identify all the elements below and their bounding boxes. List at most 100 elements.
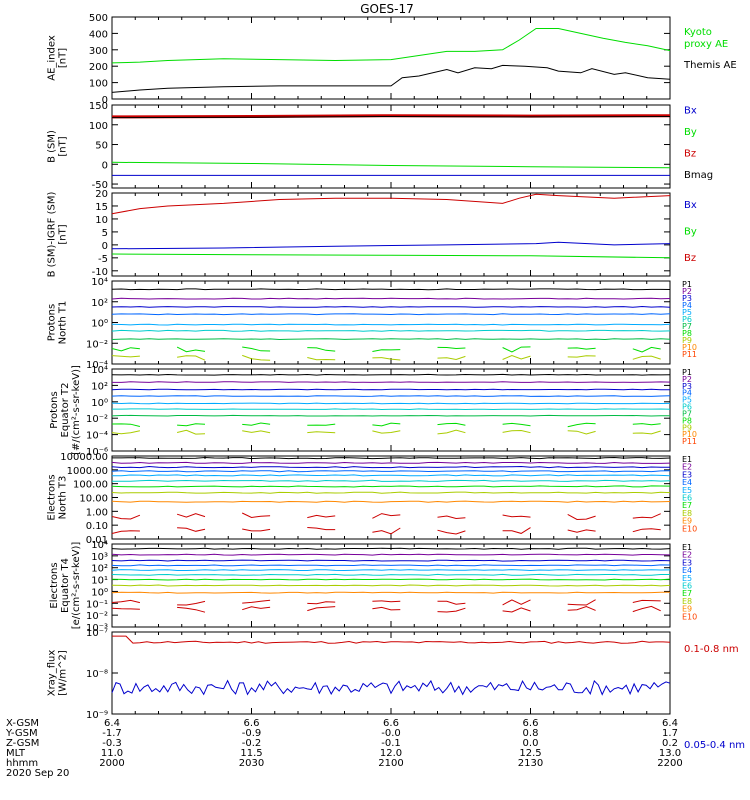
y-tick-label: 10⁻⁴ bbox=[86, 431, 108, 442]
series-line bbox=[567, 422, 596, 428]
legend-entry: Bz bbox=[684, 148, 696, 159]
x-axis-value: -0.2 bbox=[242, 738, 262, 749]
series-line bbox=[307, 347, 336, 352]
legend-entry: P4 bbox=[682, 389, 692, 398]
series-line bbox=[242, 606, 271, 611]
legend-entry: P1 bbox=[682, 368, 692, 377]
series-line bbox=[111, 553, 671, 556]
x-axis-value: 2000 bbox=[99, 758, 124, 769]
y-tick-label: -50 bbox=[92, 180, 108, 191]
series-line bbox=[111, 584, 671, 587]
series-line bbox=[372, 600, 401, 603]
series-line bbox=[111, 323, 671, 326]
y-tick-label: 10⁴ bbox=[91, 540, 108, 551]
y-tick-label: 5 bbox=[102, 228, 108, 239]
series-line bbox=[307, 423, 336, 426]
series-line bbox=[437, 422, 466, 426]
x-axis-value: -0.0 bbox=[381, 728, 401, 739]
series-line bbox=[112, 456, 671, 460]
y-tick-label: 10 bbox=[95, 215, 108, 226]
series-line bbox=[437, 607, 466, 613]
series-line bbox=[111, 193, 671, 215]
series-line bbox=[632, 423, 661, 426]
y-tick-label: 10⁻⁶ bbox=[86, 447, 108, 458]
legend-entry: E10 bbox=[682, 524, 697, 533]
y-axis-label: Equator T4 bbox=[60, 558, 71, 613]
legend-entry: P7 bbox=[682, 322, 692, 331]
series-line bbox=[111, 530, 140, 534]
x-axis-value: 12.5 bbox=[519, 748, 541, 759]
panel-p1: 10⁻⁴ 10⁻² 10⁰ 10² 10⁴ Protons North T1 P1P2P3P4… bbox=[47, 277, 698, 371]
series-line bbox=[567, 430, 596, 435]
series-line bbox=[111, 388, 671, 391]
legend-entry: E2 bbox=[682, 551, 692, 560]
series-line bbox=[111, 607, 140, 610]
series-line bbox=[111, 559, 671, 562]
panel-frame bbox=[111, 192, 671, 277]
series-line bbox=[502, 599, 531, 606]
series-line bbox=[307, 527, 336, 531]
series-line bbox=[437, 515, 466, 520]
legend-entry: Kyoto bbox=[684, 27, 712, 38]
legend-entry: E1 bbox=[682, 543, 692, 552]
legend-entry: E8 bbox=[682, 597, 692, 606]
series-line bbox=[177, 423, 206, 427]
legend-entry: P5 bbox=[682, 396, 692, 405]
legend-entry: E6 bbox=[682, 582, 692, 591]
series-line bbox=[111, 547, 671, 550]
series-line bbox=[111, 64, 671, 93]
y-tick-label: 10⁰ bbox=[91, 398, 108, 409]
y-tick-label: 1000.00 bbox=[67, 466, 108, 477]
panel-bdiff: -10 -5 0 5 10 15 20 B (SM)-IGRF (SM) [nT] Bx By Bz bbox=[47, 189, 697, 278]
series-line bbox=[111, 329, 671, 332]
legend-entry: P7 bbox=[682, 409, 692, 418]
series-line bbox=[502, 607, 531, 613]
x-axis-value: 11.0 bbox=[101, 748, 123, 759]
y-tick-label: 100 bbox=[89, 121, 108, 132]
legend-entry: P11 bbox=[682, 350, 697, 359]
series-line bbox=[111, 253, 671, 259]
y-tick-label: 10² bbox=[91, 564, 108, 575]
x-axis-value: 6.6 bbox=[383, 718, 399, 729]
y-tick-label: 300 bbox=[89, 46, 108, 57]
panel-b: -50 0 50 100 150 B (SM) [nT] Bx By Bz Bmag bbox=[47, 101, 714, 191]
series-line bbox=[176, 513, 206, 518]
legend-entry: E8 bbox=[682, 509, 692, 518]
y-tick-label: 10⁴ bbox=[91, 277, 108, 288]
legend-entry: E3 bbox=[682, 470, 692, 479]
y-tick-label: 10⁻¹ bbox=[86, 599, 108, 610]
y-tick-label: 10⁰ bbox=[91, 319, 108, 330]
x-axis-value: 0.0 bbox=[523, 738, 539, 749]
series-line bbox=[111, 313, 671, 316]
series-line bbox=[242, 354, 271, 361]
y-axis-label: AE_index bbox=[47, 35, 58, 81]
panel-p2: 10⁻⁶ 10⁻⁴ 10⁻² 10⁰ 10² 10⁴ Protons Equator T2 [#… bbox=[49, 365, 697, 458]
y-tick-label: 10² bbox=[91, 298, 108, 309]
series-line bbox=[111, 569, 671, 572]
y-tick-label: 10³ bbox=[91, 552, 108, 563]
y-axis-label: B (SM)-IGRF (SM) bbox=[47, 192, 58, 278]
x-axis-value: 1.7 bbox=[662, 728, 678, 739]
series-line bbox=[111, 355, 140, 358]
legend-entry: P10 bbox=[682, 430, 697, 439]
x-axis-value: 11.5 bbox=[240, 748, 262, 759]
series-line bbox=[567, 605, 596, 611]
legend-entry: 0.1-0.8 nm bbox=[684, 644, 739, 655]
y-tick-label: 400 bbox=[89, 29, 108, 40]
y-axis-label: North T3 bbox=[58, 476, 69, 520]
series-line bbox=[372, 357, 401, 361]
legend-entry: Bx bbox=[684, 105, 697, 116]
x-axis-value: 6.4 bbox=[104, 718, 120, 729]
y-axis-label: Xray_flux bbox=[47, 650, 58, 697]
series-line bbox=[437, 346, 466, 350]
x-axis-value: 13.0 bbox=[659, 748, 681, 759]
y-tick-label: 20 bbox=[95, 189, 108, 200]
series-line bbox=[111, 491, 671, 494]
legend-entry: E4 bbox=[682, 478, 692, 487]
x-axis-value: 2030 bbox=[239, 758, 264, 769]
series-line bbox=[372, 513, 401, 519]
y-tick-label: 10000.00 bbox=[60, 452, 108, 463]
series-line bbox=[112, 381, 671, 383]
x-axis-value: -1.7 bbox=[102, 728, 122, 739]
